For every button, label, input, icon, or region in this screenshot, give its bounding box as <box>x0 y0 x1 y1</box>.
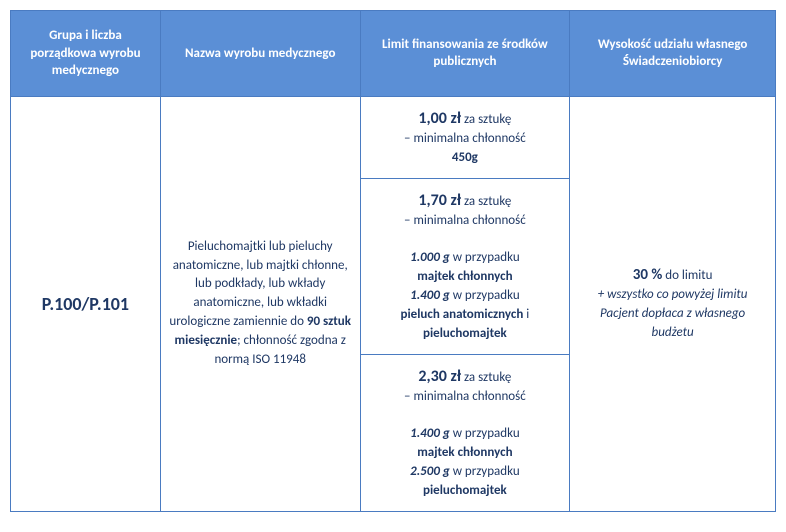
tier1-weight: 450g <box>452 150 478 165</box>
limit-cell: 1,00 zł za sztukę – minimalna chłonność … <box>360 96 570 511</box>
header-share: Wysokość udziału własnego Świadczeniobio… <box>570 11 776 97</box>
tier3-price: 2,30 zł <box>418 367 461 386</box>
header-limit: Limit finansowania ze środków publicznyc… <box>360 11 570 97</box>
tier3-w1: 1.400 g <box>410 426 450 441</box>
limit-tier-1: 1,00 zł za sztukę – minimalna chłonność … <box>361 97 570 179</box>
tier2-and: i <box>523 307 529 322</box>
tier3-w2: 2.500 g <box>410 464 450 479</box>
tier3-t2a: w przypadku <box>450 464 520 479</box>
tier1-price: 1,00 zł <box>418 109 461 128</box>
reimbursement-table: Grupa i liczba porządkowa wyrobu medyczn… <box>10 10 776 512</box>
share-to-limit: do limitu <box>662 268 712 283</box>
share-cell: 30 % do limitu + wszystko co powyżej lim… <box>570 96 776 511</box>
tier3-p2: pieluchomajtek <box>423 483 507 498</box>
tier1-per: za sztukę <box>461 112 511 127</box>
tier2-w1: 1.000 g <box>410 250 450 265</box>
share-note: + wszystko co powyżej limitu Pacjent dop… <box>598 287 748 340</box>
tier2-t2a: w przypadku <box>450 288 520 303</box>
tier1-desc: – minimalna chłonność <box>404 131 526 146</box>
tier2-w2: 1.400 g <box>410 288 450 303</box>
header-group: Grupa i liczba porządkowa wyrobu medyczn… <box>11 11 161 97</box>
tier2-per: za sztukę <box>461 194 511 209</box>
header-product: Nazwa wyrobu medycznego <box>160 11 360 97</box>
tier2-t1a: w przypadku <box>450 250 520 265</box>
tier2-p2: pieluch anatomicznych <box>401 307 524 322</box>
tier3-per: za sztukę <box>461 370 511 385</box>
tier2-p3: pieluchomajtek <box>423 326 507 341</box>
header-row: Grupa i liczba porządkowa wyrobu medyczn… <box>11 11 776 97</box>
group-cell: P.100/P.101 <box>11 96 161 511</box>
limit-tier-3: 2,30 zł za sztukę – minimalna chłonność … <box>361 355 570 511</box>
tier2-p1: majtek chłonnych <box>417 269 512 284</box>
tier3-t1a: w przypadku <box>450 426 520 441</box>
share-percent: 30 % <box>633 266 663 284</box>
body-row: P.100/P.101 Pieluchomajtki lub pieluchy … <box>11 96 776 511</box>
tier3-p1: majtek chłonnych <box>417 445 512 460</box>
tier2-price: 1,70 zł <box>418 191 461 210</box>
tier2-desc: – minimalna chłonność <box>404 213 526 228</box>
group-code: P.100/P.101 <box>42 293 129 315</box>
limit-tier-2: 1,70 zł za sztukę – minimalna chłonność … <box>361 179 570 355</box>
tier3-desc: – minimalna chłonność <box>404 389 526 404</box>
product-cell: Pieluchomajtki lub pieluchy anatomiczne,… <box>160 96 360 511</box>
